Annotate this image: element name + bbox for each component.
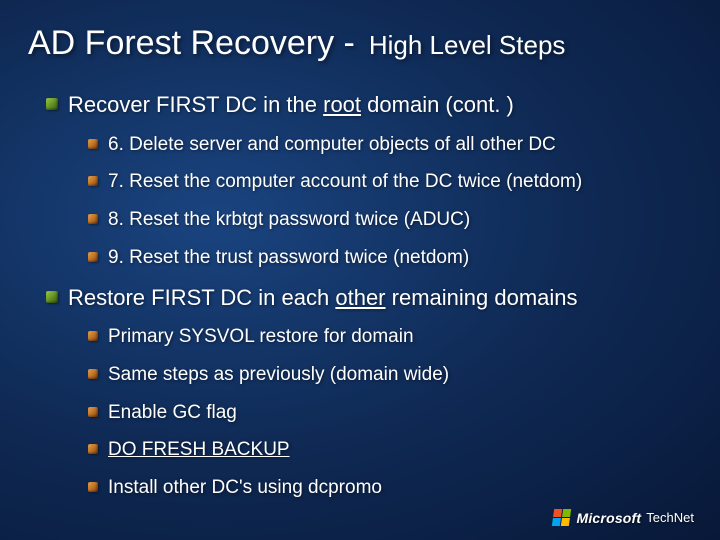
microsoft-technet-logo: Microsoft TechNet [553,509,694,526]
list-item: DO FRESH BACKUP [88,438,692,462]
heading-pre: Restore FIRST DC in each [68,285,335,310]
microsoft-flag-icon [552,509,571,526]
section-heading-1-text: Recover FIRST DC in the root domain (con… [68,91,514,119]
logo-product: TechNet [646,510,694,525]
list-item: Install other DC's using dcpromo [88,476,692,500]
list-item-text: Primary SYSVOL restore for domain [108,325,414,349]
slide-title-main: AD Forest Recovery - [28,24,355,63]
slide-content: Recover FIRST DC in the root domain (con… [28,91,692,500]
list-item-text: Enable GC flag [108,401,237,425]
section-heading-2: Restore FIRST DC in each other remaining… [46,284,692,312]
bullet-l2-icon [88,331,98,341]
list-item: 9. Reset the trust password twice (netdo… [88,246,692,270]
list-item: Enable GC flag [88,401,692,425]
bullet-l2-icon [88,214,98,224]
bullet-l2-icon [88,176,98,186]
heading-post: domain (cont. ) [361,92,514,117]
list-item: Same steps as previously (domain wide) [88,363,692,387]
slide-title-row: AD Forest Recovery - High Level Steps [28,24,692,63]
bullet-l2-icon [88,369,98,379]
list-item: 8. Reset the krbtgt password twice (ADUC… [88,208,692,232]
list-item: Primary SYSVOL restore for domain [88,325,692,349]
list-item-text: Same steps as previously (domain wide) [108,363,449,387]
slide-title-sub: High Level Steps [369,30,566,61]
heading-underline: root [323,92,361,117]
heading-post: remaining domains [386,285,578,310]
heading-underline: other [335,285,385,310]
list-item: 6. Delete server and computer objects of… [88,133,692,157]
list-item: 7. Reset the computer account of the DC … [88,170,692,194]
list-item-text: 8. Reset the krbtgt password twice (ADUC… [108,208,470,232]
bullet-l2-icon [88,252,98,262]
bullet-l2-icon [88,139,98,149]
bullet-l2-icon [88,444,98,454]
heading-pre: Recover FIRST DC in the [68,92,323,117]
list-item-text: 6. Delete server and computer objects of… [108,133,556,157]
list-item-text-underlined: DO FRESH BACKUP [108,438,290,462]
bullet-l1-icon [46,291,58,303]
bullet-l1-icon [46,98,58,110]
bullet-l2-icon [88,407,98,417]
section-heading-2-text: Restore FIRST DC in each other remaining… [68,284,578,312]
list-item-text: 9. Reset the trust password twice (netdo… [108,246,469,270]
section-heading-1: Recover FIRST DC in the root domain (con… [46,91,692,119]
list-item-text: 7. Reset the computer account of the DC … [108,170,582,194]
logo-company: Microsoft [576,510,641,526]
bullet-l2-icon [88,482,98,492]
list-item-text: Install other DC's using dcpromo [108,476,382,500]
slide-container: AD Forest Recovery - High Level Steps Re… [0,0,720,540]
